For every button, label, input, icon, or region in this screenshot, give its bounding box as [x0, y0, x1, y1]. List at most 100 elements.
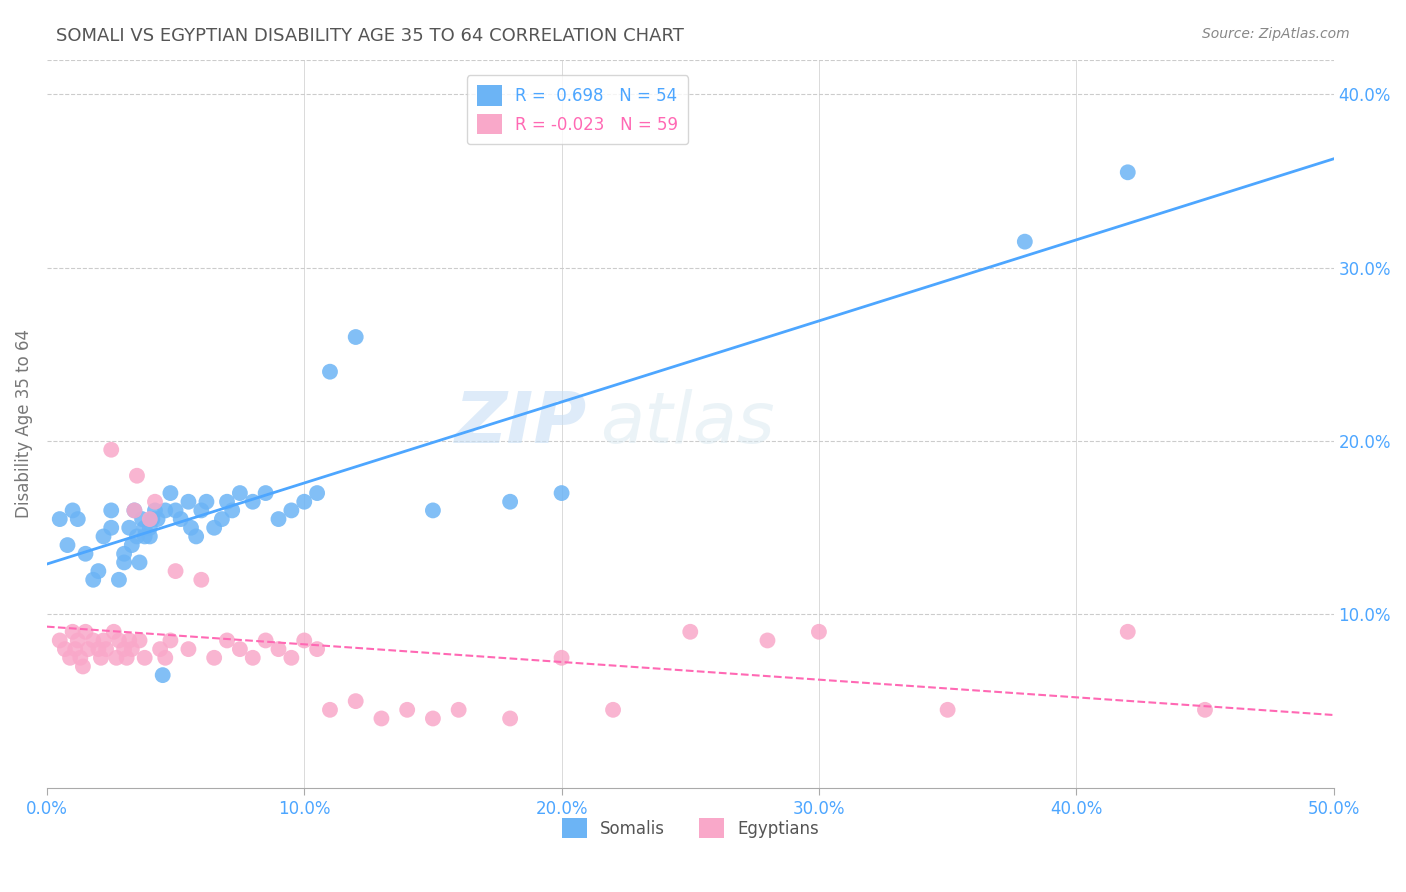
Point [396, 703, 419, 717]
Point [77, 642, 100, 657]
Point [447, 703, 470, 717]
Point [121, 642, 143, 657]
Point [190, 573, 212, 587]
Point [307, 486, 329, 500]
Point [221, 503, 243, 517]
Point [319, 365, 342, 379]
Point [165, 564, 187, 578]
Point [211, 512, 233, 526]
Point [100, 503, 122, 517]
Point [602, 703, 624, 717]
Point [292, 633, 315, 648]
Point [143, 503, 166, 517]
Point [93, 633, 115, 648]
Point [319, 703, 342, 717]
Point [292, 494, 315, 508]
Point [100, 442, 122, 457]
Point [267, 642, 290, 657]
Point [1116, 624, 1139, 639]
Point [139, 529, 162, 543]
Point [131, 512, 153, 526]
Point [124, 503, 146, 517]
Point [63, 642, 86, 657]
Point [202, 521, 225, 535]
Point [125, 468, 148, 483]
Point [1014, 235, 1036, 249]
Point [112, 642, 135, 657]
Point [177, 642, 200, 657]
Point [550, 486, 572, 500]
Point [66, 512, 89, 526]
Point [49, 633, 72, 648]
Point [422, 503, 444, 517]
Point [59, 650, 82, 665]
Point [108, 573, 131, 587]
Point [242, 494, 264, 508]
Point [267, 512, 290, 526]
Point [422, 711, 444, 725]
Point [152, 668, 174, 682]
Point [180, 521, 202, 535]
Point [100, 521, 122, 535]
Point [215, 494, 238, 508]
Point [53, 642, 76, 657]
Point [254, 486, 277, 500]
Point [242, 650, 264, 665]
Point [756, 633, 779, 648]
Point [115, 650, 138, 665]
Point [128, 556, 150, 570]
Point [128, 633, 150, 648]
Point [87, 642, 110, 657]
Text: atlas: atlas [600, 389, 775, 458]
Point [108, 633, 131, 648]
Point [177, 494, 200, 508]
Point [139, 512, 162, 526]
Text: SOMALI VS EGYPTIAN DISABILITY AGE 35 TO 64 CORRELATION CHART: SOMALI VS EGYPTIAN DISABILITY AGE 35 TO … [56, 27, 685, 45]
Point [82, 633, 104, 648]
Point [170, 512, 193, 526]
Point [186, 529, 208, 543]
Y-axis label: Disability Age 35 to 64: Disability Age 35 to 64 [15, 329, 32, 518]
Point [165, 503, 187, 517]
Point [215, 633, 238, 648]
Point [280, 503, 302, 517]
Point [807, 624, 830, 639]
Point [62, 503, 84, 517]
Point [195, 494, 218, 508]
Point [155, 650, 177, 665]
Point [155, 503, 177, 517]
Point [149, 642, 172, 657]
Point [936, 703, 959, 717]
Point [94, 642, 117, 657]
Point [118, 521, 141, 535]
Text: Source: ZipAtlas.com: Source: ZipAtlas.com [1202, 27, 1350, 41]
Point [103, 624, 125, 639]
Point [69, 650, 91, 665]
Point [550, 650, 572, 665]
Point [105, 650, 128, 665]
Point [118, 633, 141, 648]
Point [124, 503, 146, 517]
Point [112, 556, 135, 570]
Point [93, 529, 115, 543]
Point [139, 521, 162, 535]
Point [125, 529, 148, 543]
Point [1116, 165, 1139, 179]
Point [146, 512, 169, 526]
Point [254, 633, 277, 648]
Point [134, 529, 156, 543]
Point [134, 650, 156, 665]
Point [72, 659, 94, 673]
Point [82, 573, 104, 587]
Point [56, 538, 79, 552]
Point [190, 503, 212, 517]
Point [344, 330, 367, 344]
Point [49, 512, 72, 526]
Point [159, 486, 181, 500]
Point [280, 650, 302, 665]
Point [141, 512, 163, 526]
Point [159, 633, 181, 648]
Text: ZIP: ZIP [456, 389, 588, 458]
Point [499, 494, 522, 508]
Point [143, 494, 166, 508]
